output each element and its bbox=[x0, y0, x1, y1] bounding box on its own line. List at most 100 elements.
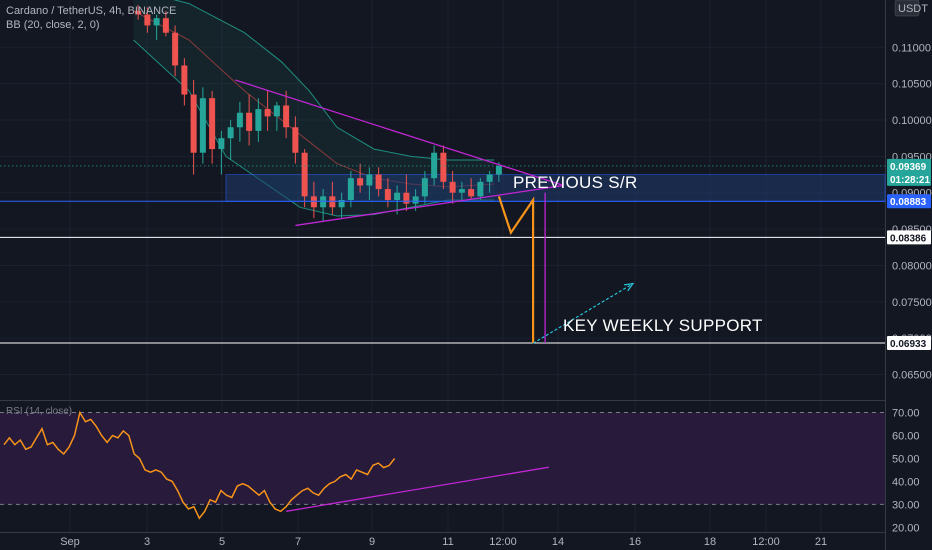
candle-body bbox=[181, 65, 188, 95]
candle-body bbox=[440, 152, 447, 182]
currency-badge bbox=[894, 0, 920, 17]
candle-body bbox=[384, 189, 391, 200]
triangle-upper-line bbox=[235, 79, 564, 187]
time-tick-label: 9 bbox=[369, 536, 375, 548]
candle-body bbox=[477, 181, 484, 197]
price-axis: 0.110000.105000.100000.095000.090000.085… bbox=[887, 0, 932, 534]
time-tick-label: 3 bbox=[144, 536, 150, 548]
time-tick-label: 18 bbox=[704, 536, 716, 548]
rsi-band-fill bbox=[0, 412, 885, 505]
symbol-label[interactable]: Cardano / TetherUS, 4h, BINANCE bbox=[6, 5, 177, 17]
rsi-line bbox=[3, 410, 396, 520]
candle-body bbox=[495, 165, 502, 175]
candle-body bbox=[421, 178, 428, 197]
price-tick-label: 0.06500 bbox=[892, 370, 932, 382]
time-tick-label: 5 bbox=[219, 536, 225, 548]
candle-body bbox=[366, 174, 373, 186]
previous-sr-annotation: PREVIOUS S/R bbox=[513, 173, 638, 192]
candle-body bbox=[227, 127, 234, 139]
price-tag-bg bbox=[887, 336, 931, 351]
rsi-tick-label: 50.00 bbox=[892, 453, 920, 465]
time-tick-label: 11 bbox=[442, 536, 453, 548]
candle-body bbox=[449, 181, 456, 193]
currency-label: USDT bbox=[898, 3, 928, 15]
previous-sr-zone bbox=[225, 174, 886, 202]
candle-body bbox=[468, 189, 475, 197]
bb-upper-line bbox=[173, 0, 495, 161]
price-tag-countdown: 01:28:21 bbox=[887, 171, 931, 186]
candle-body bbox=[162, 18, 169, 33]
time-tick-label: 7 bbox=[295, 536, 301, 548]
price-tag-previous_sr: 0.08883 bbox=[887, 194, 931, 209]
price-tag-level_1: 0.08386 bbox=[887, 230, 931, 245]
price-tick-label: 0.10500 bbox=[892, 79, 932, 91]
candle-body bbox=[190, 94, 197, 153]
candle-body bbox=[394, 192, 401, 200]
candle-body bbox=[292, 127, 299, 153]
price-tag-bg bbox=[887, 230, 931, 245]
price-tag-bg bbox=[887, 158, 931, 173]
rsi-tick-label: 20.00 bbox=[892, 522, 920, 534]
price-tag-value: 01:28:21 bbox=[890, 175, 930, 186]
projection-path bbox=[497, 196, 535, 344]
rsi-trendline bbox=[286, 466, 549, 512]
candle-body bbox=[357, 178, 364, 186]
key-weekly-support-annotation: KEY WEEKLY SUPPORT bbox=[563, 316, 763, 335]
candle-body bbox=[236, 112, 243, 128]
candle-body bbox=[255, 109, 262, 131]
time-axis: Sep 3 5 7 9 11 12:00 14 16 18 12:00 21 bbox=[60, 536, 827, 548]
previous-sr-zone-rect bbox=[225, 174, 886, 202]
price-tag-bg bbox=[887, 171, 931, 186]
price-tick-label: 0.08000 bbox=[892, 260, 932, 272]
candle-body bbox=[273, 105, 280, 117]
candle-body bbox=[135, 10, 142, 15]
candle-body bbox=[153, 18, 160, 26]
price-tick-label: 0.11000 bbox=[892, 42, 931, 54]
candle-body bbox=[246, 112, 253, 131]
time-tick-label: 21 bbox=[815, 536, 827, 548]
price-tag-value: 0.06933 bbox=[890, 339, 927, 350]
rebound-arrow-head bbox=[624, 282, 635, 292]
price-tick-label: 0.10000 bbox=[892, 115, 932, 127]
price-tag-value: 0.09369 bbox=[890, 162, 927, 173]
candle-body bbox=[218, 138, 225, 150]
time-tick-label: 12:00 bbox=[489, 536, 517, 548]
candle-body bbox=[338, 200, 345, 208]
bb-fill bbox=[133, 0, 495, 216]
price-tag-current_price: 0.09369 bbox=[887, 158, 931, 173]
time-tick-label: 16 bbox=[629, 536, 641, 548]
rsi-tick-label: 30.00 bbox=[892, 499, 920, 511]
candle-body bbox=[347, 178, 354, 200]
candle-body bbox=[329, 196, 336, 208]
bb-indicator-label[interactable]: BB (20, close, 2, 0) bbox=[6, 19, 100, 31]
candle-body bbox=[412, 196, 419, 204]
rsi-tick-label: 70.00 bbox=[892, 407, 920, 419]
time-tick-label: Sep bbox=[60, 536, 80, 548]
rsi-tick-label: 60.00 bbox=[892, 430, 920, 442]
rsi-panel bbox=[0, 410, 885, 520]
price-tag-bg bbox=[887, 194, 931, 209]
candle-body bbox=[431, 152, 438, 179]
candle-body bbox=[199, 98, 206, 153]
rsi-indicator-label[interactable]: RSI (14, close) bbox=[6, 406, 73, 417]
price-tag-key_weekly_support: 0.06933 bbox=[887, 336, 931, 351]
time-tick-label: 14 bbox=[552, 536, 564, 548]
candle-body bbox=[144, 14, 151, 26]
candle-body bbox=[283, 105, 290, 128]
candle-body bbox=[310, 196, 317, 208]
candle-body bbox=[320, 196, 327, 208]
price-tick-label: 0.07500 bbox=[892, 297, 932, 309]
candle-body bbox=[209, 98, 216, 150]
candle-body bbox=[172, 32, 179, 66]
candle-body bbox=[301, 152, 308, 197]
candlesticks bbox=[135, 5, 502, 222]
candle-body bbox=[375, 174, 382, 190]
rebound-arrow-line bbox=[532, 283, 634, 344]
candle-body bbox=[458, 189, 465, 193]
candle-body bbox=[264, 109, 271, 117]
chart-legend: Cardano / TetherUS, 4h, BINANCE BB (20, … bbox=[6, 4, 176, 32]
candle-body bbox=[403, 192, 410, 204]
bb-lower-line bbox=[133, 39, 495, 217]
rsi-tick-label: 40.00 bbox=[892, 476, 920, 488]
